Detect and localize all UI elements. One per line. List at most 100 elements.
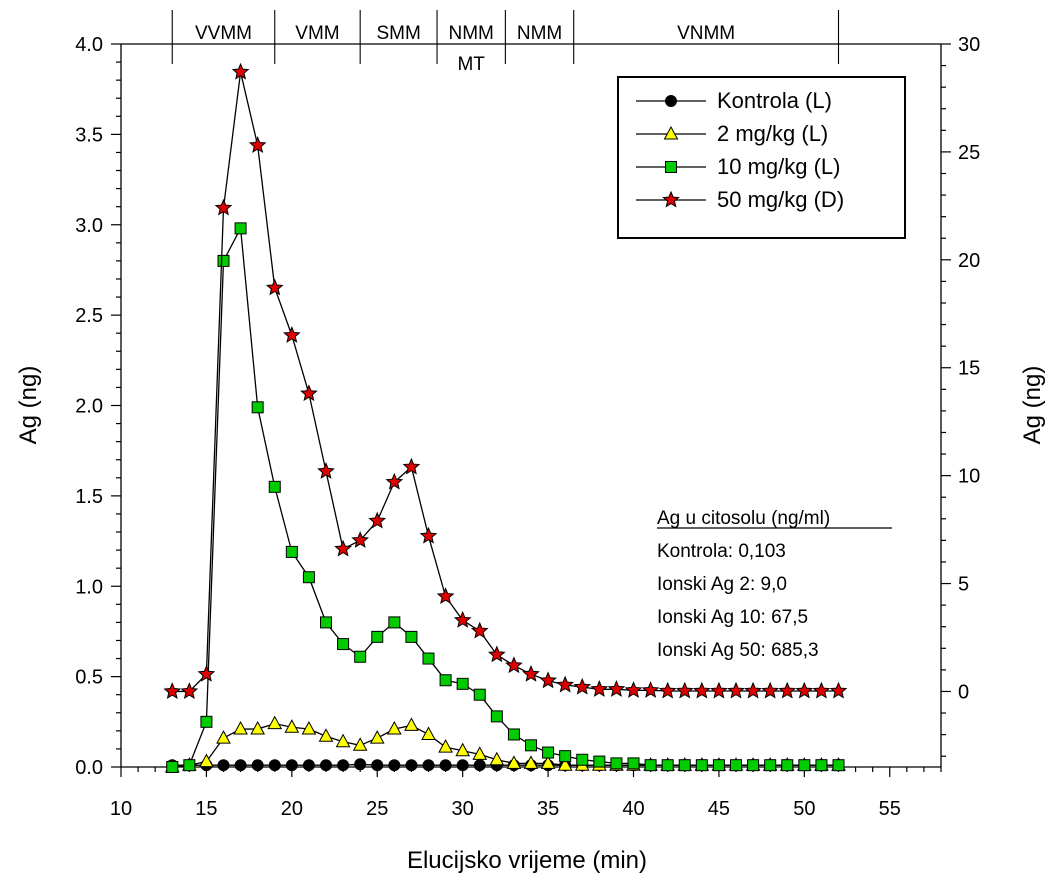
- legend-marker: [665, 95, 677, 107]
- data-point: [557, 757, 573, 771]
- data-point: [180, 682, 199, 699]
- data-point: [421, 726, 436, 740]
- x-tick-label: 55: [879, 798, 901, 820]
- data-point: [712, 759, 725, 772]
- data-point: [573, 677, 592, 695]
- annotation-line-kontrola: Kontrola: 0,103: [657, 541, 786, 562]
- data-point: [473, 688, 486, 701]
- data-point: [388, 759, 401, 772]
- data-point: [525, 739, 537, 752]
- y-tick-label: 2.0: [75, 396, 103, 418]
- data-point: [539, 671, 557, 689]
- y-tick-label: 2.5: [75, 305, 103, 327]
- x-tick-label: 45: [708, 798, 730, 820]
- data-point: [251, 759, 264, 772]
- data-point: [301, 720, 317, 735]
- cytosol-annotation: Ag u citosolu (ng/ml) Kontrola: 0,103 Io…: [657, 508, 892, 661]
- data-point: [335, 733, 351, 748]
- legend-marker: [663, 125, 679, 140]
- data-point: [267, 715, 283, 730]
- data-point: [505, 656, 523, 674]
- data-point: [419, 526, 438, 544]
- data-point: [473, 759, 486, 772]
- data-point: [522, 664, 540, 682]
- data-point: [678, 759, 691, 772]
- series-layer: [163, 62, 848, 773]
- data-point: [351, 531, 370, 548]
- data-point: [217, 759, 230, 772]
- data-point: [197, 664, 216, 682]
- data-point: [590, 679, 609, 697]
- data-point: [644, 759, 657, 772]
- y-tick-label: 4.0: [75, 34, 103, 56]
- x-tick-label: 20: [281, 798, 303, 820]
- data-point: [216, 730, 231, 744]
- region-label: NMM: [449, 23, 494, 44]
- region-label: SMM: [376, 23, 420, 44]
- legend: Kontrola (L) 2 mg/kg (L) 10 mg/kg (L) 50…: [617, 76, 906, 239]
- legend-label-10mg: 10 mg/kg (L): [717, 154, 841, 179]
- series-line: [172, 226, 839, 768]
- data-point: [556, 675, 575, 693]
- data-point: [710, 681, 728, 699]
- data-point: [422, 759, 435, 772]
- data-point: [268, 759, 281, 772]
- data-point: [624, 681, 643, 698]
- data-point: [251, 401, 264, 414]
- data-point: [489, 751, 505, 766]
- x-tick-label: 10: [110, 798, 132, 820]
- data-point: [320, 616, 332, 629]
- legend-marker: [665, 161, 677, 173]
- data-point: [302, 759, 315, 772]
- data-point: [214, 198, 233, 216]
- data-point: [744, 681, 762, 699]
- region-label: VMM: [295, 23, 339, 44]
- data-point: [268, 480, 281, 493]
- data-point: [166, 761, 179, 773]
- data-point: [453, 610, 472, 628]
- data-point: [456, 759, 469, 772]
- data-point: [695, 759, 708, 772]
- data-point: [778, 681, 797, 699]
- y-right-tick-label: 5: [958, 574, 969, 596]
- data-point: [385, 472, 404, 490]
- data-point: [812, 681, 831, 699]
- data-point: [661, 759, 674, 772]
- legend-items: [636, 95, 706, 208]
- data-point: [641, 681, 660, 698]
- data-point: [439, 674, 452, 687]
- y-right-tick-label: 10: [958, 466, 980, 488]
- data-point: [692, 681, 711, 699]
- data-point: [231, 62, 250, 80]
- region-label: NMM: [517, 23, 562, 44]
- data-point: [369, 730, 385, 744]
- x-tick-label: 15: [195, 798, 217, 820]
- data-point: [337, 638, 350, 651]
- region-bands: VVMM VMM SMM NMM MT NMM VNMM: [171, 10, 840, 75]
- data-point: [798, 759, 811, 772]
- data-point: [470, 621, 489, 639]
- data-point: [781, 759, 794, 772]
- x-tick-label: 30: [452, 798, 474, 820]
- data-point: [183, 759, 196, 772]
- data-point: [610, 757, 623, 770]
- data-point: [200, 715, 213, 728]
- data-point: [815, 759, 828, 772]
- data-point: [439, 759, 452, 772]
- data-point: [405, 630, 418, 643]
- data-point: [727, 681, 745, 699]
- y-right-tick-label: 25: [958, 142, 980, 164]
- data-point: [404, 717, 419, 731]
- data-point: [265, 278, 284, 296]
- region-sublabel: MT: [457, 54, 485, 75]
- y-tick-label: 1.0: [75, 576, 103, 598]
- legend-marker: [662, 190, 680, 208]
- y-axis-left: 0.0 0.5 1.0 1.5 2.0 2.5 3.0 3.5 4.0: [75, 34, 121, 779]
- x-axis-title: Elucijsko vrijeme (min): [407, 847, 647, 874]
- data-point: [764, 759, 777, 772]
- y-axis-title-left: Ag (ng): [15, 366, 42, 445]
- annotation-title: Ag u citosolu (ng/ml): [657, 508, 830, 529]
- y-tick-label: 3.0: [75, 215, 103, 237]
- y-tick-label: 0.5: [75, 667, 103, 689]
